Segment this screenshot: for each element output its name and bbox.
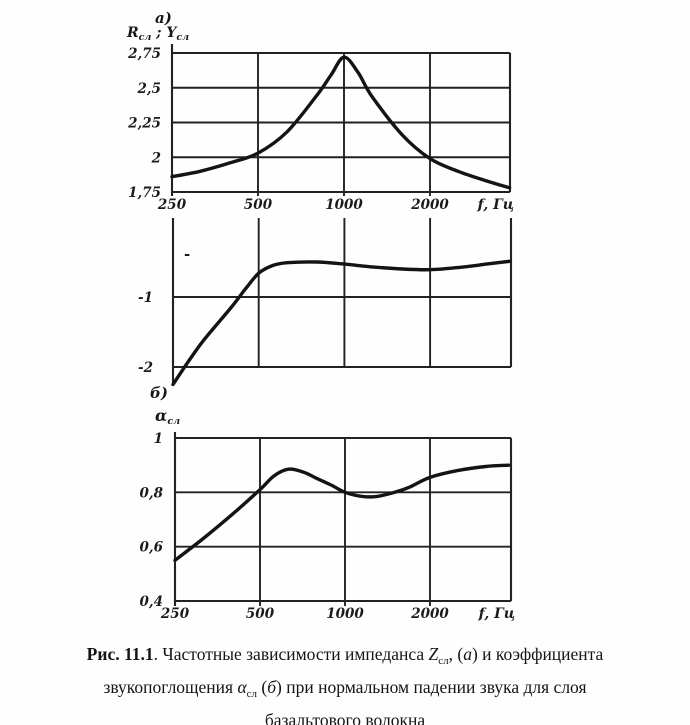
axis-label-symbol-alpha: α — [155, 406, 168, 425]
y-tick-label: -2 — [138, 360, 153, 376]
x-tick-label: 2000 — [410, 606, 449, 622]
y-tick-label: 2 — [151, 150, 161, 166]
x-tick-label: 2000 — [410, 197, 449, 213]
x-tick-label: 1000 — [326, 606, 364, 622]
y-tick-label: 0,6 — [140, 540, 164, 556]
x-tick-label: 250 — [157, 197, 187, 213]
caption-text: звукопоглощения — [103, 677, 238, 697]
x-tick-label: 250 — [160, 606, 190, 622]
caption-subscript: сл — [438, 655, 449, 667]
caption-subscript: сл — [246, 688, 258, 700]
y-tick-label: -1 — [138, 290, 153, 306]
caption-text: ) и коэффициента — [471, 644, 604, 664]
panel-b-label: б) — [150, 384, 168, 402]
caption-text: ) при нормальном падении звука для слоя — [276, 677, 587, 697]
axis-label-symbol-r: R — [127, 25, 139, 41]
x-axis-label: f, Гц — [477, 197, 514, 213]
axis-label-separator: ; — [151, 25, 167, 41]
absorption-coefficient-curve — [173, 463, 511, 562]
impedance-imaginary-part-curve — [171, 259, 512, 387]
caption-panel-ref-b: б — [267, 677, 277, 697]
y-tick-label: 2,75 — [127, 46, 161, 62]
axis-label-subscript: сл — [138, 32, 152, 43]
y-tick-label: 2,5 — [137, 81, 162, 97]
impedance-real-part-curve — [170, 55, 512, 190]
y-tick-label: 1 — [154, 431, 163, 447]
panel-a-label: а) — [155, 9, 172, 27]
caption-panel-ref-a: а — [463, 644, 472, 664]
caption-symbol-z: Z — [428, 644, 439, 664]
caption-text: , ( — [448, 644, 464, 664]
caption-figure-number: Рис. 11.1 — [86, 644, 154, 664]
y-tick-label: 1,75 — [128, 185, 161, 201]
axis-label-subscript: сл — [176, 32, 190, 43]
caption-text: базальтового волокна — [264, 710, 426, 725]
y-tick-label: 2,25 — [127, 116, 161, 132]
y-tick-label: 0,4 — [140, 594, 164, 610]
x-tick-label: 500 — [244, 197, 273, 213]
caption-line-3: базальтового волокна — [0, 707, 690, 725]
y-tick-label: 0,8 — [140, 485, 164, 501]
caption-line-2: звукопоглощения αсл (б) при нормальном п… — [0, 674, 690, 707]
caption-text: ( — [257, 677, 268, 697]
x-tick-label: 1000 — [325, 197, 363, 213]
alpha-axis-label: αсл — [155, 406, 180, 427]
figure-caption: Рис. 11.1. Частотные зависимости импедан… — [0, 641, 690, 725]
caption-text: . Частотные зависимости импеданса — [153, 644, 429, 664]
x-tick-label: 500 — [246, 606, 275, 622]
caption-symbol-alpha: α — [237, 677, 247, 697]
axis-label-symbol-y: Y — [166, 25, 177, 41]
axis-label-subscript: сл — [167, 416, 181, 427]
x-axis-label: f, Гц — [478, 606, 515, 622]
dash-mark: - — [184, 245, 191, 263]
impedance-axis-label: Rсл ; Yсл — [127, 25, 189, 43]
caption-line-1: Рис. 11.1. Частотные зависимости импедан… — [0, 641, 690, 674]
chart-impedance-imaginary-part: -1 -2 — [138, 218, 513, 387]
